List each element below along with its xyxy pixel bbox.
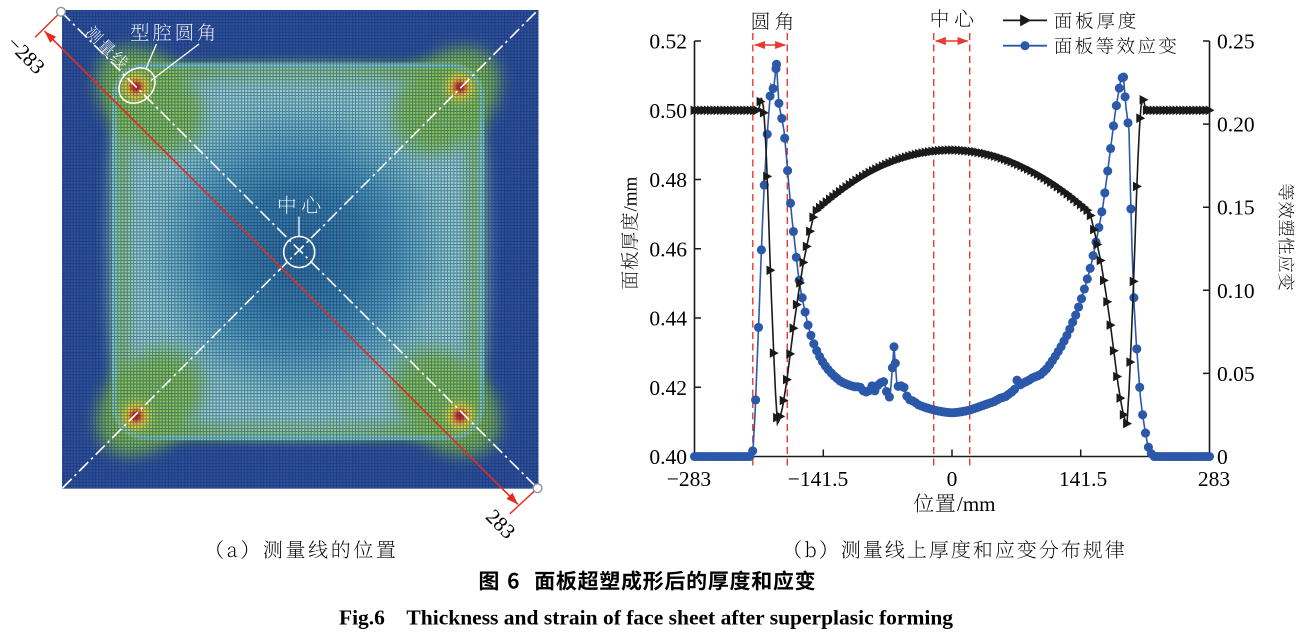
svg-text:0.25: 0.25 (1217, 30, 1255, 54)
svg-text:0.50: 0.50 (649, 99, 687, 123)
svg-text:0.44: 0.44 (649, 307, 687, 331)
svg-text:0.15: 0.15 (1217, 196, 1255, 220)
svg-text:−141.5: −141.5 (788, 467, 849, 491)
svg-text:0.46: 0.46 (649, 237, 687, 261)
svg-text:0.20: 0.20 (1217, 113, 1255, 137)
svg-text:0.52: 0.52 (649, 30, 687, 54)
svg-text:0.42: 0.42 (649, 376, 687, 400)
svg-text:0.05: 0.05 (1217, 362, 1255, 386)
svg-text:/mm: /mm (957, 492, 996, 516)
svg-text:−283: −283 (667, 467, 711, 491)
svg-text:0: 0 (1217, 445, 1228, 469)
svg-text:283: 283 (1198, 467, 1230, 491)
svg-text:Fig.6 Thickness and strain: Fig.6 Thickness and strain of face sheet… (339, 606, 953, 630)
svg-text:0.48: 0.48 (649, 168, 687, 192)
svg-text:141.5: 141.5 (1059, 467, 1107, 491)
svg-text:0: 0 (947, 467, 958, 491)
svg-text:0.40: 0.40 (649, 445, 687, 469)
svg-text:/mm: /mm (621, 176, 642, 211)
svg-text:0.10: 0.10 (1217, 279, 1255, 303)
